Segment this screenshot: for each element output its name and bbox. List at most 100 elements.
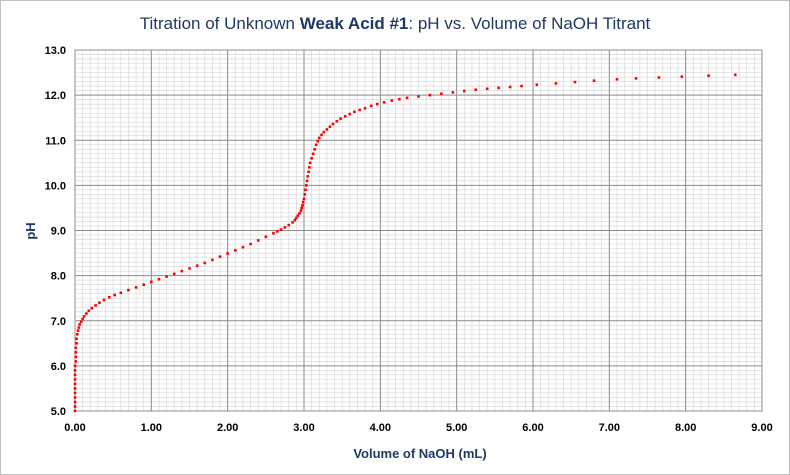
data-point: [90, 306, 94, 310]
data-point: [508, 85, 512, 89]
x-axis-title: Volume of NaOH (mL): [353, 446, 486, 461]
data-point: [75, 332, 79, 336]
data-point: [195, 264, 199, 267]
data-point: [256, 239, 260, 242]
data-point: [316, 139, 320, 143]
data-point: [306, 175, 310, 178]
data-point: [322, 130, 326, 134]
chart-title-part: Titration of Unknown: [140, 14, 300, 33]
data-point: [81, 317, 84, 321]
x-tick-label: 7.00: [599, 422, 620, 434]
data-point: [405, 96, 409, 100]
x-tick-label: 3.00: [293, 422, 314, 434]
y-axis-title: pH: [23, 222, 38, 239]
data-point: [226, 252, 229, 255]
x-tick-label: 8.00: [675, 422, 696, 434]
data-point: [325, 128, 329, 131]
data-point: [127, 288, 130, 292]
data-point: [301, 200, 305, 204]
data-point: [301, 203, 304, 207]
data-point: [331, 122, 335, 126]
data-point: [299, 209, 303, 212]
data-point: [485, 87, 489, 91]
y-tick-label: 6.0: [51, 361, 66, 373]
x-axis-tick-labels: 0.00 1.00 2.00 3.00 4.00 5.00 6.00 7.00 8.00 9.00: [64, 422, 772, 434]
data-point: [615, 78, 619, 81]
data-point: [188, 267, 191, 270]
y-tick-label: 9.0: [51, 226, 66, 238]
data-point: [275, 230, 279, 233]
y-tick-label: 11.0: [45, 135, 66, 147]
data-point: [73, 391, 77, 395]
y-tick-label: 8.0: [51, 271, 66, 283]
data-point: [680, 75, 684, 78]
data-point: [320, 133, 323, 137]
data-point: [303, 193, 307, 196]
data-point: [535, 83, 539, 87]
data-point: [497, 86, 500, 90]
data-point: [76, 329, 80, 332]
data-point: [119, 291, 123, 295]
data-point: [218, 255, 222, 258]
data-point: [311, 152, 315, 156]
data-point: [78, 323, 81, 326]
x-tick-label: 9.00: [751, 422, 772, 434]
data-point: [520, 84, 523, 88]
data-point: [203, 261, 207, 265]
data-point: [283, 226, 287, 229]
data-point: [75, 342, 78, 345]
data-point: [134, 286, 138, 289]
data-point: [313, 147, 316, 151]
data-point: [304, 188, 307, 192]
y-tick-label: 7.0: [51, 316, 66, 328]
data-point: [308, 161, 312, 165]
x-tick-label: 0.00: [64, 422, 85, 434]
data-point: [440, 92, 443, 96]
data-point: [398, 97, 401, 101]
data-point: [573, 80, 577, 84]
data-point: [113, 293, 116, 297]
data-point: [85, 312, 88, 315]
data-point: [298, 212, 301, 215]
data-point: [343, 115, 347, 118]
x-tick-label: 6.00: [522, 422, 543, 434]
data-point: [211, 258, 214, 262]
y-tick-label: 13.0: [45, 45, 66, 57]
data-point: [369, 104, 373, 108]
data-point: [317, 136, 321, 140]
data-point: [592, 79, 596, 82]
data-point: [98, 301, 101, 304]
data-point: [451, 91, 455, 94]
data-point: [304, 184, 308, 187]
data-point: [79, 320, 83, 323]
data-point: [165, 275, 168, 278]
data-point: [77, 326, 81, 329]
data-point: [279, 228, 283, 231]
data-point: [733, 73, 737, 77]
data-point: [554, 82, 558, 85]
plot-area-border: [74, 49, 763, 412]
data-point: [300, 206, 304, 210]
data-point: [390, 99, 394, 102]
data-point: [73, 409, 77, 413]
x-tick-label: 1.00: [141, 422, 162, 434]
data-point: [73, 369, 77, 372]
data-point: [74, 360, 78, 363]
data-point: [463, 89, 466, 93]
data-point: [108, 295, 111, 299]
data-point: [142, 283, 145, 286]
data-point: [234, 249, 237, 252]
data-point: [241, 245, 245, 249]
data-point: [296, 214, 300, 217]
x-tick-label: 2.00: [217, 422, 238, 434]
chart-title-part: Weak Acid #1: [300, 14, 409, 33]
data-point: [302, 197, 306, 201]
data-point: [150, 280, 153, 284]
x-tick-label: 4.00: [370, 422, 391, 434]
data-point: [73, 405, 77, 408]
data-point: [474, 88, 478, 92]
data-point: [382, 101, 386, 104]
data-point: [335, 119, 339, 123]
